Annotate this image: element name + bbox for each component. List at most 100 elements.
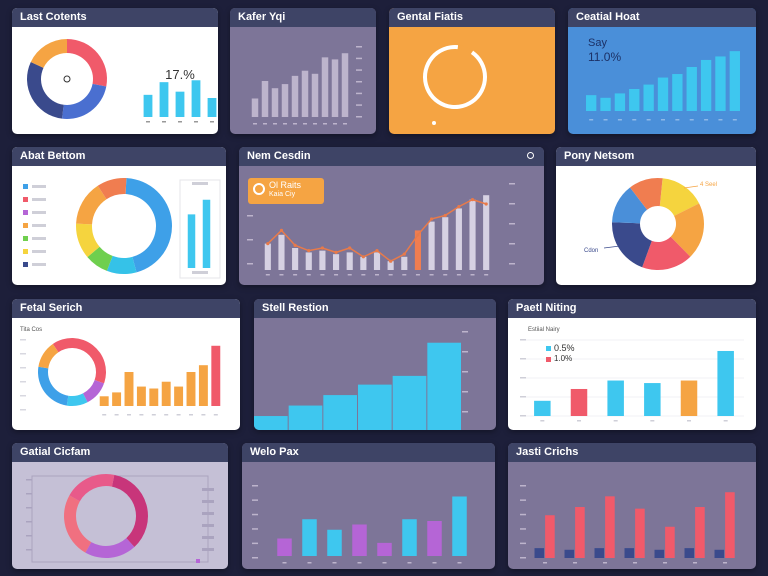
donut-slice bbox=[76, 185, 107, 225]
axis-tick bbox=[20, 339, 26, 341]
card-body bbox=[12, 166, 226, 285]
card-title: Fetal Serich bbox=[12, 299, 240, 318]
bar bbox=[112, 392, 122, 406]
tick-mark bbox=[282, 562, 287, 564]
leader-line bbox=[603, 245, 621, 249]
tick-mark bbox=[603, 119, 608, 121]
bar bbox=[202, 199, 211, 268]
bar bbox=[159, 82, 169, 117]
card-body bbox=[389, 27, 555, 134]
legend-title: Estiial Nairy bbox=[528, 327, 560, 333]
tick-mark bbox=[361, 274, 366, 276]
legend-text bbox=[202, 524, 214, 527]
bar bbox=[99, 396, 109, 406]
chart-label: Tita Cos bbox=[20, 327, 43, 333]
tick-mark bbox=[632, 119, 637, 121]
chart-canvas bbox=[26, 474, 214, 563]
tick-mark bbox=[332, 562, 337, 564]
tick-mark bbox=[189, 414, 193, 416]
bar bbox=[174, 386, 184, 406]
legend-swatch bbox=[196, 559, 200, 563]
tick-mark bbox=[164, 414, 169, 416]
bar bbox=[545, 515, 555, 558]
kpi-badge-line2: Kaia Ciy bbox=[269, 191, 296, 198]
axis-tick bbox=[520, 377, 526, 379]
trend-point bbox=[334, 250, 338, 254]
tick-mark bbox=[375, 274, 379, 276]
bar bbox=[643, 84, 654, 111]
donut-slice bbox=[87, 246, 113, 271]
card-body: Estiial Nairy 0.5% 1.0% bbox=[508, 318, 756, 430]
chart-canvas bbox=[251, 46, 362, 125]
axis-tick bbox=[252, 485, 258, 487]
chart-canvas bbox=[252, 485, 467, 564]
tick-mark bbox=[484, 274, 489, 276]
card-last-cotents: Last Cotents 17.% bbox=[12, 8, 218, 134]
tick-mark bbox=[210, 121, 214, 123]
stat-value: 17.% bbox=[165, 67, 195, 82]
tick-mark bbox=[347, 274, 352, 276]
bar bbox=[469, 199, 476, 270]
card-body bbox=[254, 318, 496, 430]
bar bbox=[455, 208, 462, 270]
bar bbox=[387, 261, 394, 270]
tick-mark bbox=[320, 274, 325, 276]
bar bbox=[575, 507, 585, 558]
trend-point bbox=[320, 246, 325, 250]
bar bbox=[358, 384, 392, 430]
bar bbox=[264, 243, 271, 270]
bar bbox=[714, 549, 725, 558]
card-title: Welo Pax bbox=[242, 443, 495, 462]
bar bbox=[175, 91, 185, 117]
donut-slice bbox=[125, 178, 173, 273]
tick-mark bbox=[357, 562, 362, 564]
bar bbox=[301, 70, 309, 117]
tick-mark bbox=[443, 274, 448, 276]
tick-mark bbox=[343, 123, 347, 125]
axis-tick bbox=[509, 223, 515, 225]
donut-center bbox=[63, 75, 71, 83]
tick-mark bbox=[633, 562, 637, 564]
axis-tick bbox=[26, 493, 32, 495]
trend-point bbox=[361, 255, 365, 259]
bar bbox=[624, 548, 635, 558]
bar bbox=[341, 53, 349, 117]
axis-tick bbox=[462, 391, 468, 393]
axis-tick bbox=[462, 411, 468, 413]
tick-mark bbox=[176, 414, 181, 416]
legend-text bbox=[32, 263, 46, 266]
bar bbox=[319, 250, 326, 270]
bar bbox=[278, 234, 285, 270]
axis-tick bbox=[356, 46, 362, 48]
tick-mark bbox=[457, 562, 462, 564]
tick-mark bbox=[114, 414, 119, 416]
bar bbox=[665, 526, 675, 558]
donut-slice bbox=[659, 178, 700, 216]
bar bbox=[373, 252, 381, 270]
bar bbox=[321, 57, 329, 117]
bar bbox=[211, 345, 221, 406]
axis-tick bbox=[462, 351, 468, 353]
trend-point bbox=[416, 233, 420, 237]
tick-mark bbox=[102, 414, 107, 416]
search-icon[interactable] bbox=[527, 152, 534, 159]
card-title: Gatial Cicfam bbox=[12, 443, 228, 462]
bar bbox=[261, 81, 269, 117]
trend-point bbox=[279, 228, 284, 232]
bar bbox=[191, 80, 201, 117]
legend-text bbox=[32, 237, 46, 240]
kpi-badge-line1: Ol Raits bbox=[269, 180, 302, 190]
card-body: Ol Raits Kaia Ciy bbox=[239, 152, 544, 285]
bar bbox=[292, 248, 299, 270]
donut-slice bbox=[630, 178, 663, 210]
tick-mark bbox=[689, 119, 694, 121]
card-gatial-cicfam: Gatial Cicfam bbox=[12, 443, 228, 569]
card-stell-restion: Stell Restion bbox=[254, 299, 496, 430]
tick-mark bbox=[407, 562, 412, 564]
bar bbox=[635, 508, 645, 558]
axis-tick bbox=[356, 57, 362, 60]
legend-text bbox=[32, 224, 46, 227]
tick-mark bbox=[283, 123, 287, 125]
card-body bbox=[230, 27, 376, 134]
donut-slice bbox=[38, 343, 59, 369]
